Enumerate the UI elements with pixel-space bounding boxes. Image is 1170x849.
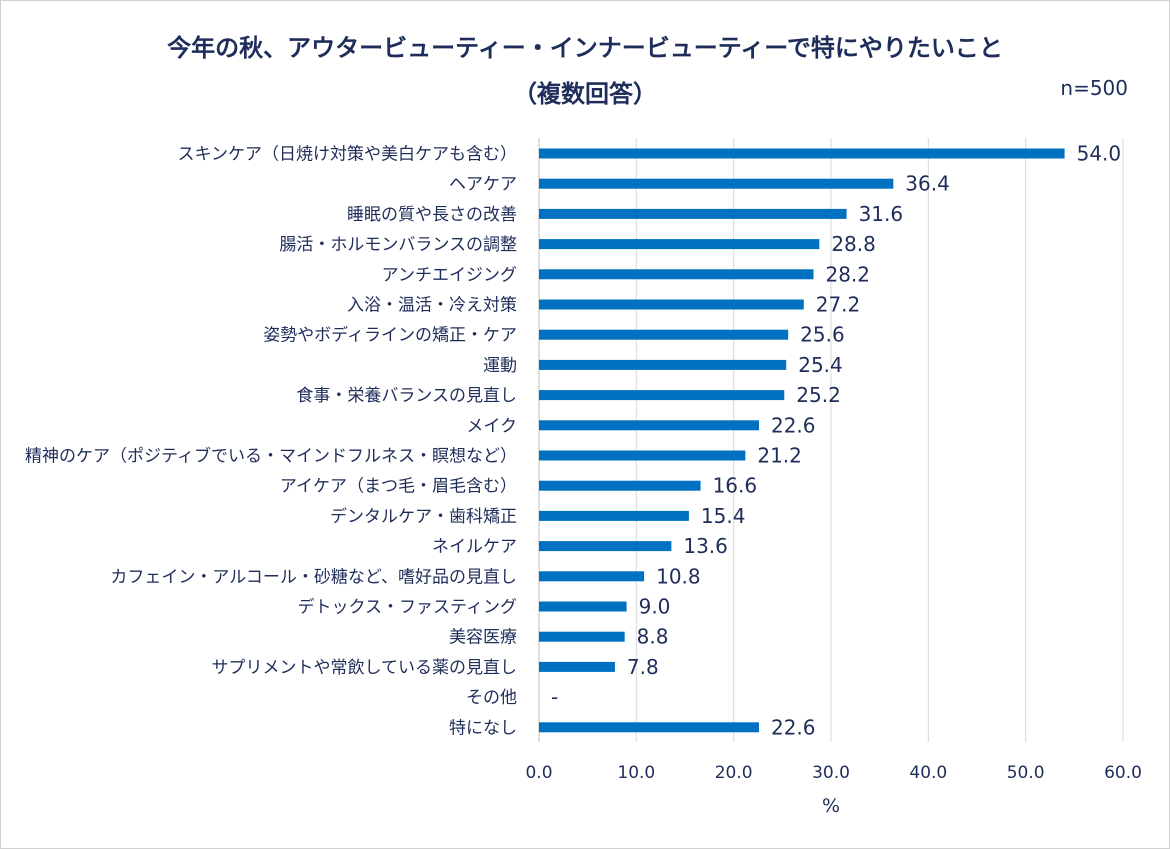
bar — [539, 631, 625, 642]
category-label: デトックス・ファスティング — [298, 597, 517, 618]
category-label: サプリメントや常飲している薬の見直し — [212, 658, 518, 678]
value-label: 15.4 — [701, 504, 746, 528]
category-label: 美容医療 — [449, 628, 517, 648]
x-tick-label: 30.0 — [812, 763, 850, 783]
x-tick-label: 10.0 — [617, 763, 655, 783]
value-label: 16.6 — [713, 474, 758, 498]
bar — [539, 269, 814, 280]
x-tick-label: 40.0 — [909, 763, 947, 783]
value-label: 9.0 — [639, 595, 671, 619]
category-labels: スキンケア（日焼け対策や美白ケアも含む） ヘアケア睡眠の質や長さの改善腸活・ホルモ… — [25, 145, 517, 739]
category-label: スキンケア（日焼け対策や美白ケアも含む） — [178, 145, 518, 165]
category-label: ネイルケア — [432, 537, 517, 557]
category-label: 精神のケア（ポジティブでいる・マインドフルネス・瞑想など） — [25, 446, 517, 467]
category-label: 食事・栄養バランスの見直し — [296, 386, 517, 406]
x-axis-label: % — [822, 795, 840, 817]
x-tick-label: 60.0 — [1104, 763, 1142, 783]
bar — [539, 480, 701, 491]
chart-title: 今年の秋、アウタービューティー・インナービューティーで特にやりたいこと — [167, 34, 1003, 62]
x-tick-label: 0.0 — [525, 763, 552, 783]
value-label: 27.2 — [816, 293, 861, 317]
bar — [539, 450, 746, 461]
bar — [539, 571, 645, 582]
category-label: アイケア（まつ毛・眉毛含む） — [280, 477, 517, 497]
category-label: デンタルケア・歯科矯正 — [330, 506, 517, 527]
bar — [539, 329, 789, 340]
value-label: 25.4 — [798, 353, 843, 377]
chart-subtitle: （複数回答） — [513, 80, 657, 108]
category-label: アンチエイジング — [382, 265, 517, 285]
value-label: 54.0 — [1077, 142, 1122, 166]
value-label: 22.6 — [771, 715, 816, 739]
bar — [539, 208, 847, 219]
category-label: 腸活・ホルモンバランスの調整 — [279, 235, 517, 255]
value-label: 10.8 — [656, 564, 701, 588]
bar — [539, 359, 787, 370]
category-label: 入浴・温活・冷え対策 — [347, 296, 517, 316]
category-label: 睡眠の質や長さの改善 — [347, 205, 517, 225]
bar — [539, 299, 804, 310]
category-label: メイク — [466, 416, 517, 436]
x-tick-label: 20.0 — [715, 763, 753, 783]
bar — [539, 661, 615, 672]
value-label: 28.2 — [825, 262, 870, 286]
bar — [539, 510, 689, 521]
category-label: 特になし — [449, 718, 517, 738]
value-label: 28.8 — [831, 232, 876, 256]
bars — [539, 148, 1065, 733]
value-label: 8.8 — [637, 625, 669, 649]
category-label: ヘアケア — [449, 175, 517, 195]
value-label: 25.6 — [800, 323, 845, 347]
bar — [539, 601, 627, 612]
category-label: その他 — [466, 688, 517, 708]
grid-lines — [538, 138, 1124, 742]
value-label: 7.8 — [627, 655, 659, 679]
bar — [539, 420, 759, 431]
category-label: 運動 — [483, 356, 517, 376]
x-tick-labels: 0.0 10.0 20.0 30.0 40.0 50.0 60.0 — [525, 763, 1141, 783]
category-label: 姿勢やボディラインの矯正・ケア — [263, 325, 517, 346]
bar — [539, 178, 894, 189]
value-label: 21.2 — [757, 444, 802, 468]
value-label: 36.4 — [905, 172, 950, 196]
bar — [539, 722, 759, 733]
value-label: 31.6 — [859, 202, 904, 226]
x-tick-label: 50.0 — [1007, 763, 1045, 783]
value-label: - — [551, 685, 558, 709]
bar — [539, 541, 672, 552]
value-label: 22.6 — [771, 413, 816, 437]
value-label: 13.6 — [683, 534, 728, 558]
bar — [539, 148, 1065, 159]
bar — [539, 390, 785, 401]
value-labels: 54.0 36.431.6 28.8 28.2 27.2 25.6 25.4 25.2 22.6… — [551, 142, 1121, 740]
value-label: 25.2 — [796, 383, 841, 407]
bar — [539, 239, 820, 250]
category-label: カフェイン・アルコール・砂糖など、嗜好品の見直し — [110, 567, 517, 587]
sample-size: n=500 — [1060, 76, 1128, 100]
